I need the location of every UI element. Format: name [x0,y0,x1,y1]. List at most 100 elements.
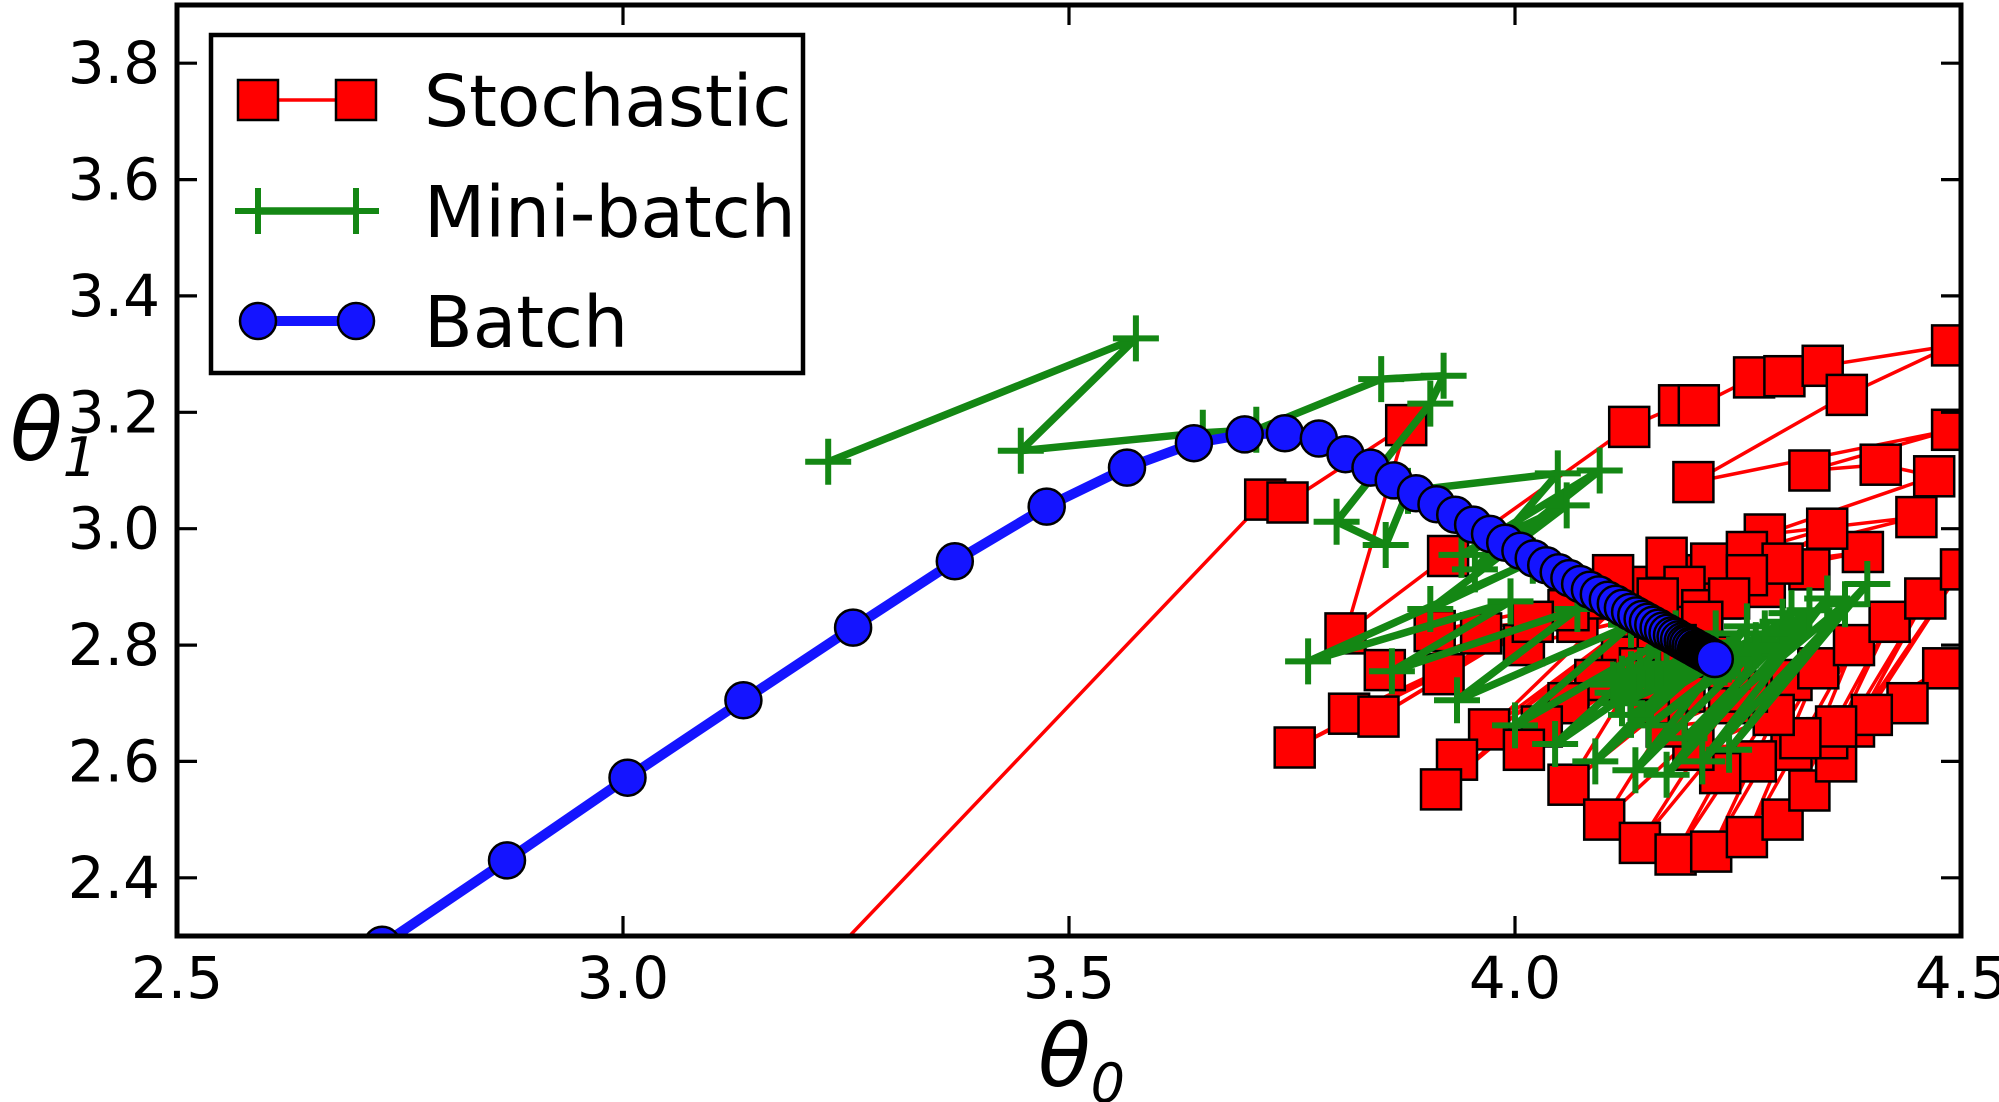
legend-sample-mini-batch [235,188,379,234]
series-stochastic-square-marker [1939,548,1961,591]
series-stochastic-square-marker [1805,507,1849,550]
series-mini-batch-plus-marker [1543,482,1590,529]
series-batch-circle-marker [239,1011,275,1047]
series-batch-circle-marker [608,758,647,797]
x-tick-label: 2.5 [131,944,223,1012]
series-stochastic-square-marker [1582,798,1626,841]
series-mini-batch-plus-marker [1612,747,1659,794]
series-stochastic-square-marker [1912,455,1956,498]
series-stochastic-square-marker [1725,815,1769,859]
series-mini-batch-plus-marker [1313,498,1360,545]
series-stochastic-square-marker [1868,600,1911,644]
series-batch-circle-marker [487,841,527,880]
x-axis-label: θ0 [1038,1007,1125,1102]
series-batch-circle-marker [833,608,873,647]
legend-square-marker [334,78,378,122]
x-tick-label: 4.0 [1469,944,1561,1012]
plot-frame [174,2,1964,939]
y-axis-label: θ1 [10,381,97,489]
series-batch-circle-marker [1174,423,1214,463]
series-stochastic-square-marker [1904,577,1947,620]
series-mini-batch-plus-marker [1706,726,1753,773]
series-stochastic-square-marker [1266,481,1309,524]
series-mini-batch-plus-marker [1407,586,1454,632]
series-stochastic-square-marker [1788,449,1831,492]
x-tick-label: 3.0 [577,944,669,1012]
series-stochastic-square-marker [1859,443,1902,486]
series-batch-circle-marker [724,681,763,720]
legend-square-marker [236,78,280,122]
series-mini-batch-plus-marker [1112,315,1159,362]
series-batch-circle-marker [365,925,400,936]
series-batch-circle-marker [1695,639,1735,679]
series-stochastic-square-marker [1654,833,1697,876]
series-mini-batch-plus-marker [1285,638,1332,685]
series-batch-circle-marker [1107,448,1147,487]
series-stochastic-square-marker [1357,695,1400,738]
series-mini-batch-plus-marker [997,427,1044,474]
series-stochastic-square-marker [1273,726,1316,769]
series-mini-batch-plus-marker [1643,751,1690,798]
y-tick-label: 3.4 [68,262,160,330]
series-stochastic-square-marker [1779,716,1822,760]
legend-circle-marker [238,301,278,341]
series-mini-batch-plus-marker [1362,522,1409,568]
series-mini-batch-plus-marker [1492,702,1538,749]
series-batch [239,414,1735,1047]
series-mini-batch-plus-marker [1822,581,1868,628]
series-stochastic-square-marker [1763,354,1806,398]
series-stochastic-square-marker [1801,344,1844,388]
legend-plus-marker [333,188,379,234]
y-tick-label: 2.4 [68,844,160,912]
series-batch-circle-marker [1027,487,1066,526]
y-tick-label: 3.0 [68,495,160,563]
series-stochastic-square-marker [1689,830,1733,873]
series-mini-batch-plus-marker [1532,721,1579,767]
y-tick-label: 3.6 [68,146,160,214]
legend-label-batch: Batch [424,281,628,364]
y-axis-label-subscript: 1 [63,426,97,489]
series-mini-batch-plus-marker [1572,738,1619,785]
series-mini-batch-plus-marker [1844,561,1891,607]
legend-sample-stochastic [236,78,378,122]
series-stochastic-square-marker [1850,693,1894,737]
series-stochastic-square-marker [1419,768,1463,811]
x-tick-label: 3.5 [1023,944,1115,1012]
x-axis-label-subscript: 0 [1091,1052,1125,1102]
series-mini-batch-plus-marker [1661,715,1708,762]
legend-label-mini-batch: Mini-batch [424,171,796,254]
y-tick-label: 2.6 [68,727,160,795]
series-batch-circle-marker [935,542,975,581]
series-batch-circle-marker [1265,414,1305,453]
series-stochastic-square-marker [674,1079,714,1102]
series-mini-batch-plus-marker [805,438,852,485]
series-stochastic-square-marker [1547,763,1590,806]
series-stochastic-square-marker [1672,460,1715,504]
series-mini-batch-plus-marker [1420,352,1467,399]
series-stochastic-square-marker [1886,681,1929,725]
y-tick-label: 3.8 [68,29,160,97]
series-stochastic-square-marker [1895,495,1938,539]
series-stochastic-square-marker [1841,530,1885,574]
x-tick-label: 4.5 [1915,944,1999,1012]
legend-circle-marker [336,301,376,341]
series-stochastic-square-marker [1814,705,1858,748]
series-stochastic-square-marker [1618,821,1662,865]
series-mini-batch-plus-marker [1487,578,1534,625]
series-mini-batch-plus-marker [1786,587,1833,634]
legend-plus-marker [235,188,281,234]
series-mini-batch-plus-marker [1534,450,1581,497]
plot-area [239,315,1961,1102]
x-axis-label-base: θ [1038,1007,1091,1102]
series-stochastic-square-marker [1607,405,1651,449]
series-stochastic-square-marker [1921,647,1961,690]
series-mini-batch-plus-marker [1576,447,1623,494]
series-mini-batch-plus-marker [1679,738,1726,785]
series-stochastic-square-marker [1502,728,1546,772]
legend-label-stochastic: Stochastic [424,60,791,143]
series-stochastic-square-marker [1677,384,1721,427]
series-mini-batch-plus-marker [1358,356,1405,403]
series-mini-batch-plus-marker [1407,380,1454,427]
series-stochastic-square-marker [1930,408,1961,452]
